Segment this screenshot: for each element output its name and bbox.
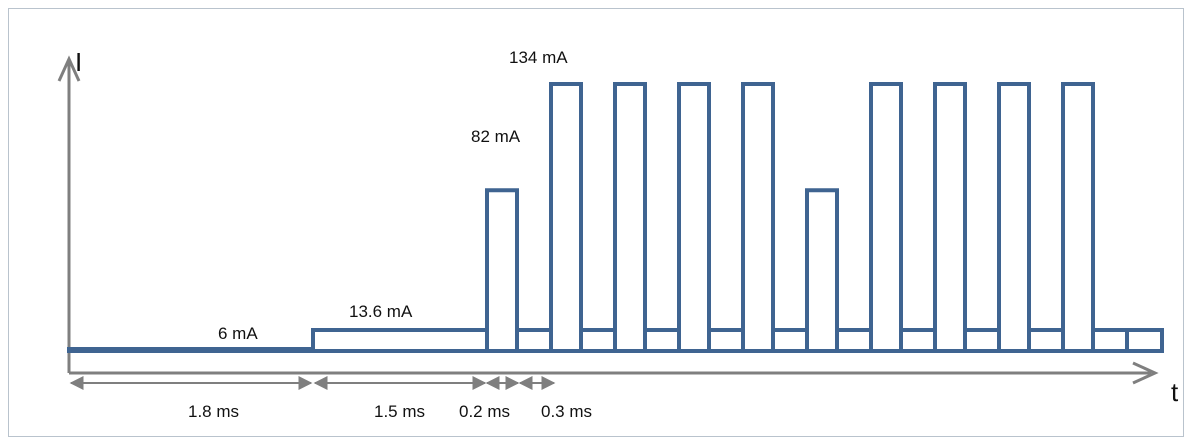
y-axis-label: I	[75, 47, 82, 77]
pulse-9	[997, 82, 1031, 351]
pulse-2	[549, 82, 583, 351]
pulse-5	[741, 82, 775, 351]
pulse-6	[805, 188, 839, 351]
pulse-3	[613, 82, 647, 351]
pulse-1	[485, 188, 519, 351]
pulse-7	[869, 82, 903, 351]
axes	[57, 55, 1159, 385]
y-axis-arrowhead	[57, 55, 81, 82]
pulse-10	[1061, 82, 1095, 351]
tall-pulse-label: 134 mA	[509, 48, 568, 67]
pulse-4	[677, 82, 711, 351]
x-axis-label: t	[1171, 377, 1179, 407]
duration-label-2: 1.5 ms	[374, 402, 425, 421]
waveform	[67, 82, 1164, 353]
duration-label-3: 0.2 ms	[459, 402, 510, 421]
step-level-label: 13.6 mA	[349, 302, 413, 321]
diagram-frame: I t 6 mA 13.6 mA 82 mA 134 mA 1.8 ms 1.5…	[8, 8, 1184, 437]
segment-13-6ma	[311, 328, 487, 351]
pulse-8	[933, 82, 967, 351]
duration-label-1: 1.8 ms	[188, 402, 239, 421]
duration-label-4: 0.3 ms	[541, 402, 592, 421]
base-level-label: 6 mA	[218, 324, 258, 343]
short-pulse-label: 82 mA	[471, 127, 521, 146]
current-waveform-diagram: I t 6 mA 13.6 mA 82 mA 134 mA 1.8 ms 1.5…	[57, 47, 1179, 421]
x-axis-arrowhead	[1132, 361, 1159, 385]
